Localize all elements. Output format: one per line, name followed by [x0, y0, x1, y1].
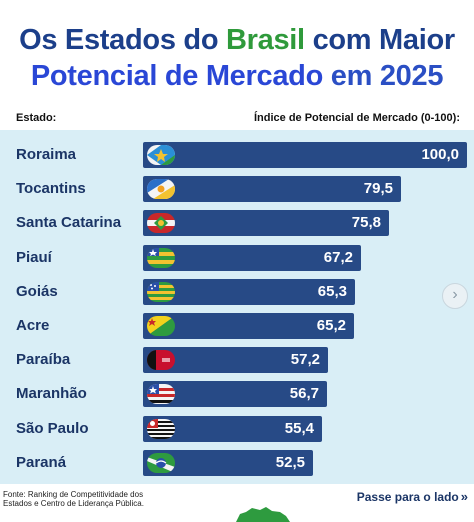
bar-value-label: 65,2 [316, 317, 346, 334]
state-label: Santa Catarina [16, 214, 122, 232]
next-slide-button[interactable]: › [442, 283, 468, 309]
swipe-label: Passe para o lado [356, 490, 459, 504]
bar-value-label: 79,5 [363, 180, 393, 198]
brazil-map-icon [236, 507, 290, 522]
state-label: Paraíba [16, 351, 71, 369]
flag-acre-icon [147, 316, 175, 336]
bar-value-label: 57,2 [290, 351, 320, 369]
bar: 52,5 [143, 449, 313, 476]
double-chevron-right-icon: » [460, 489, 468, 504]
state-label: Roraima [16, 146, 77, 163]
chevron-right-icon: › [452, 286, 458, 303]
column-header-state: Estado: [16, 112, 57, 124]
bar-value-label: 100,0 [421, 146, 459, 163]
bar: 100,0 [143, 142, 467, 168]
bar: 65,2 [143, 313, 354, 339]
bar: 79,5 [143, 176, 401, 203]
flag-paraiba-icon [147, 350, 175, 371]
column-header-index: Índice de Potencial de Mercado (0-100): [253, 112, 460, 124]
source-note: Fonte: Ranking de Competitividade dos Es… [3, 490, 144, 508]
bar: 65,3 [143, 278, 355, 305]
page-title-line1: Os Estados do Brasil com Maior [0, 22, 474, 58]
flag-roraima-icon [147, 145, 175, 165]
bar-value-label: 56,7 [289, 385, 319, 403]
title-text: em 2025 [323, 60, 444, 92]
bar: 67,2 [143, 244, 361, 271]
bar-value-label: 67,2 [323, 248, 353, 266]
flag-santa-catarina-icon [147, 213, 175, 234]
flag-sao-paulo-icon [147, 418, 175, 439]
swipe-hint[interactable]: Passe para o lado» [357, 489, 468, 504]
title-text: com Maior [304, 24, 456, 56]
bar: 75,8 [143, 210, 389, 237]
state-label: Piauí [16, 248, 52, 266]
bar-value-label: 75,8 [351, 214, 381, 232]
state-label: São Paulo [16, 419, 89, 437]
bar-value-label: 65,3 [317, 282, 347, 300]
state-label: Maranhão [16, 385, 87, 403]
state-label: Goiás [16, 282, 58, 300]
title-highlight-brasil: Brasil [226, 24, 305, 56]
flag-tocantins-icon [147, 179, 175, 200]
flag-parana-icon [147, 452, 175, 473]
bar-value-label: 55,4 [284, 419, 314, 437]
flag-goias-icon [147, 281, 175, 302]
state-label: Acre [16, 317, 50, 334]
flag-piaui-icon [147, 247, 175, 268]
state-label: Tocantins [16, 180, 86, 198]
flag-maranhao-icon [147, 384, 175, 405]
bar-value-label: 52,5 [275, 453, 305, 471]
page-title-line2: Potencial de Mercado em 2025 [0, 58, 474, 94]
title-text: Os Estados do [19, 24, 226, 56]
title-highlight: Potencial de Mercado [30, 60, 323, 92]
state-label: Paraná [16, 453, 67, 471]
